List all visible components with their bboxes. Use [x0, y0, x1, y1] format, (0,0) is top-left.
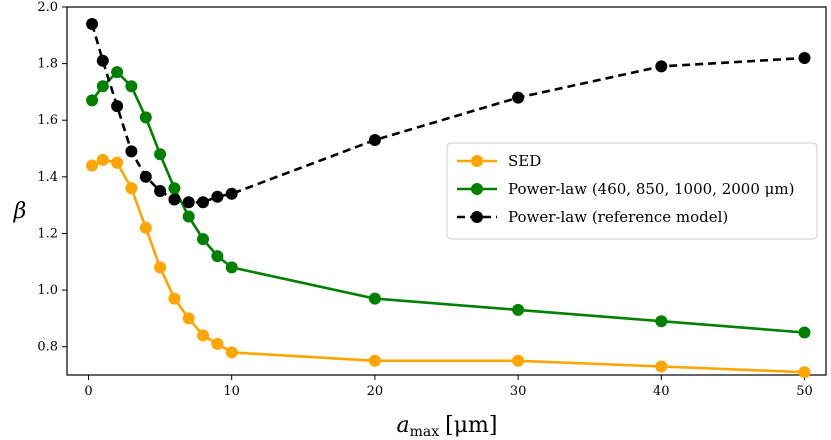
x-tick-label: 40 — [653, 384, 670, 399]
data-point — [211, 250, 224, 263]
data-point — [139, 221, 152, 234]
legend-label-power-law-reference: Power-law (reference model) — [508, 208, 728, 226]
y-tick-label: 2.0 — [37, 0, 58, 15]
data-point — [655, 315, 668, 328]
legend-label-sed: SED — [508, 152, 541, 170]
x-axis-label-main: a — [397, 413, 410, 438]
data-point — [154, 148, 167, 161]
y-tick-label: 1.6 — [37, 113, 58, 128]
x-tick-label: 30 — [510, 384, 527, 399]
x-tick-label: 20 — [367, 384, 384, 399]
data-point — [182, 312, 195, 325]
y-tick-label: 0.8 — [37, 340, 58, 355]
data-point — [86, 94, 99, 107]
data-point — [168, 182, 181, 195]
data-point — [111, 66, 124, 79]
data-point — [111, 100, 124, 113]
y-tick-label: 1.2 — [37, 226, 58, 241]
x-tick-label: 50 — [796, 384, 813, 399]
data-point — [197, 329, 209, 342]
data-point — [225, 346, 238, 359]
data-point — [655, 60, 668, 73]
data-point — [368, 292, 381, 305]
data-point — [139, 170, 152, 183]
x-axis-label: amax [μm] — [397, 413, 498, 440]
data-point — [125, 80, 138, 93]
data-point — [798, 326, 811, 339]
data-point — [111, 156, 124, 169]
data-point — [798, 52, 811, 64]
data-point — [96, 153, 109, 166]
x-axis-label-sub: max — [410, 424, 440, 440]
data-point — [225, 187, 238, 200]
data-point — [798, 366, 811, 379]
data-point — [154, 261, 167, 274]
y-axis-label: β — [13, 199, 27, 224]
data-point — [368, 354, 381, 367]
data-point — [368, 134, 381, 146]
data-point — [197, 196, 209, 209]
x-axis-label-unit: [μm] — [445, 413, 497, 438]
data-point — [225, 261, 238, 274]
data-point — [211, 190, 224, 203]
legend: SED Power-law (460, 850, 1000, 2000 μm) … — [446, 142, 818, 240]
data-point — [168, 292, 181, 305]
data-point — [96, 80, 109, 93]
y-tick-label: 1.0 — [37, 283, 58, 298]
data-point — [512, 303, 525, 316]
data-point — [197, 233, 209, 246]
legend-label-power-law-bands: Power-law (460, 850, 1000, 2000 μm) — [508, 180, 794, 198]
data-point — [211, 337, 224, 350]
series-0 — [86, 153, 811, 379]
legend-swatch-marker — [471, 183, 483, 195]
axes-frame — [66, 6, 827, 376]
data-point — [125, 145, 138, 158]
ticks: 0 10 20 30 40 50 0.8 1.0 1.2 1.4 1.6 1.8 2.0 — [37, 0, 812, 399]
data-point — [512, 91, 525, 104]
data-point — [168, 193, 181, 206]
legend-swatch-marker — [471, 155, 483, 167]
y-tick-label: 1.8 — [37, 57, 58, 72]
legend-swatch-marker — [471, 211, 483, 223]
legend-box — [446, 142, 818, 240]
series-layer — [86, 18, 811, 379]
data-point — [86, 18, 99, 30]
series-2 — [86, 18, 811, 209]
data-point — [655, 360, 668, 373]
x-tick-label: 10 — [223, 384, 240, 399]
data-point — [182, 210, 195, 223]
data-point — [512, 354, 525, 367]
data-point — [139, 111, 152, 124]
series-1 — [86, 66, 811, 339]
data-point — [86, 159, 99, 172]
data-point — [125, 182, 138, 195]
data-point — [96, 54, 109, 67]
x-tick-label: 0 — [84, 384, 92, 399]
data-point — [154, 185, 167, 197]
plot-frame — [66, 6, 827, 376]
data-point — [182, 196, 195, 209]
y-tick-label: 1.4 — [37, 170, 58, 185]
